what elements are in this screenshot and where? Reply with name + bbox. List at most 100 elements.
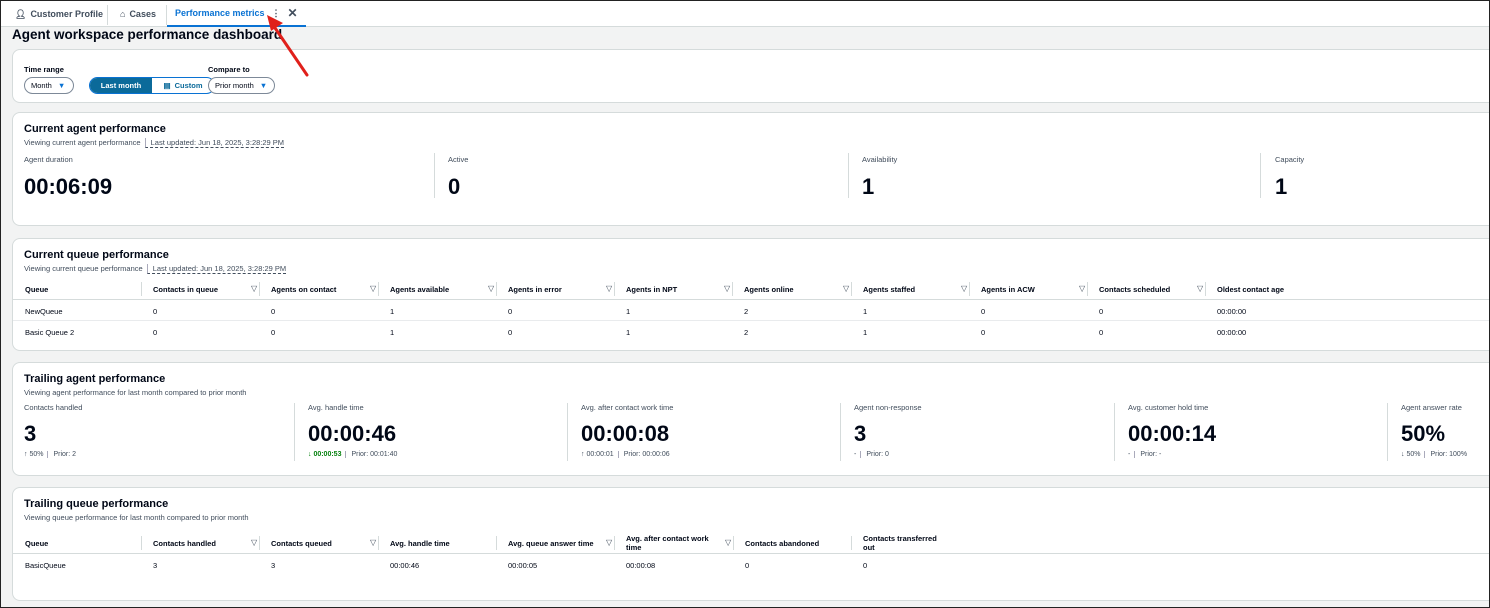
- trailing-metric: Avg. after contact work time 00:00:08 ↑ 00…: [581, 403, 673, 458]
- table-cell: NewQueue: [25, 307, 63, 316]
- filter-icon[interactable]: ▽: [251, 284, 258, 293]
- metric-value: 3: [854, 421, 867, 446]
- table-cell: 00:00:00: [1217, 307, 1247, 316]
- column-divider: [259, 282, 260, 296]
- close-icon[interactable]: ✕: [287, 6, 298, 20]
- column-header[interactable]: Agents in ACW: [981, 285, 1035, 294]
- compare-to-select[interactable]: Prior month ▼: [208, 77, 275, 94]
- section-subtitle: Viewing queue performance for last month…: [24, 513, 249, 522]
- change-indicator: ↑ 00:00:01: [581, 451, 614, 458]
- filter-icon[interactable]: ▽: [606, 284, 613, 293]
- filter-icon[interactable]: ▽: [961, 284, 968, 293]
- column-header[interactable]: Contacts abandoned: [745, 539, 820, 548]
- column-divider: [969, 282, 970, 296]
- metric-label: Avg. after contact work time: [581, 403, 674, 412]
- filter-icon[interactable]: ▽: [725, 538, 732, 547]
- filter-icon[interactable]: ▽: [251, 538, 258, 547]
- section-title: Trailing agent performance: [24, 373, 166, 385]
- time-range-label: Time range: [24, 65, 64, 74]
- prior-value: Prior: 0: [860, 451, 889, 458]
- metric-value: 00:00:14: [1128, 421, 1217, 446]
- column-header[interactable]: Contacts transferred out: [863, 534, 937, 552]
- column-divider: [141, 536, 142, 550]
- table-cell: 3: [271, 561, 276, 570]
- filter-icon[interactable]: ▽: [488, 284, 495, 293]
- tab-cases[interactable]: ⌂ Cases: [120, 1, 156, 27]
- current-queue-performance-card: Current queue performance Viewing curren…: [12, 238, 1489, 351]
- table-cell: 1: [390, 328, 395, 337]
- filter-icon[interactable]: ▽: [724, 284, 731, 293]
- column-header[interactable]: Contacts queued: [271, 539, 332, 548]
- section-subtitle: Viewing current queue performance Last up…: [24, 264, 287, 274]
- column-header[interactable]: Avg. queue answer time: [508, 539, 594, 548]
- filter-icon[interactable]: ▽: [606, 538, 613, 547]
- column-header[interactable]: Contacts scheduled: [1099, 285, 1171, 294]
- column-divider: [496, 282, 497, 296]
- metric-value: 50%: [1401, 421, 1446, 446]
- header-divider: [13, 299, 1489, 300]
- column-divider: [496, 536, 497, 550]
- column-header[interactable]: Agents available: [390, 285, 450, 294]
- table-cell: 2: [744, 328, 749, 337]
- user-icon: 👤︎: [15, 9, 27, 19]
- metric-label: Agent answer rate: [1401, 403, 1462, 412]
- column-header[interactable]: Queue: [25, 539, 49, 548]
- table-cell: 0: [745, 561, 750, 570]
- prior-value: Prior: 00:01:40: [345, 451, 398, 458]
- column-header[interactable]: Oldest contact age: [1217, 285, 1285, 294]
- caret-down-icon: ▼: [259, 81, 268, 90]
- table-cell: 0: [863, 561, 868, 570]
- filter-icon[interactable]: ▽: [1197, 284, 1204, 293]
- table-cell: 1: [390, 307, 395, 316]
- table-cell: 0: [508, 307, 513, 316]
- segment-last-month[interactable]: Last month: [90, 78, 152, 93]
- table-cell: 1: [626, 328, 631, 337]
- tab-customer-profile[interactable]: 👤︎ Customer Profile: [15, 1, 103, 27]
- column-header[interactable]: Agents in NPT: [626, 285, 678, 294]
- compare-to-label: Compare to: [208, 65, 250, 74]
- table-cell: 0: [153, 328, 158, 337]
- column-header[interactable]: Agents on contact: [271, 285, 337, 294]
- current-agent-performance-card: Current agent performance Viewing curren…: [12, 112, 1489, 226]
- table-cell: 0: [271, 328, 276, 337]
- column-divider: [378, 536, 379, 550]
- briefcase-icon: ⌂: [120, 9, 126, 19]
- metric-capacity: Capacity 1: [1275, 155, 1305, 199]
- column-header[interactable]: Avg. handle time: [390, 539, 450, 548]
- column-divider: [733, 536, 734, 550]
- trailing-metric: Avg. customer hold time 00:00:14 - Prior: -: [1128, 403, 1216, 458]
- column-header[interactable]: Agents in error: [508, 285, 562, 294]
- table-cell: 1: [863, 307, 868, 316]
- table-cell: 0: [981, 307, 986, 316]
- filter-icon[interactable]: ▽: [843, 284, 850, 293]
- tab-performance-metrics[interactable]: Performance metrics ⋮ ✕: [167, 1, 306, 27]
- filter-icon[interactable]: ▽: [1079, 284, 1086, 293]
- change-indicator: ↑ 50%: [24, 451, 44, 458]
- table-cell: 0: [271, 307, 276, 316]
- table-cell: BasicQueue: [25, 561, 66, 570]
- filter-icon[interactable]: ▽: [370, 538, 377, 547]
- metric-label: Avg. customer hold time: [1128, 403, 1209, 412]
- column-header[interactable]: Avg. after contact work time: [626, 534, 709, 552]
- filter-icon[interactable]: ▽: [370, 284, 377, 293]
- calendar-icon: ▤: [163, 81, 171, 90]
- column-header[interactable]: Agents online: [744, 285, 794, 294]
- metric-divider: [1387, 403, 1388, 461]
- table-cell: Basic Queue 2: [25, 328, 75, 337]
- time-range-select[interactable]: Month ▼: [24, 77, 74, 94]
- section-subtitle: Viewing current agent performance Last up…: [24, 138, 285, 148]
- more-options-icon[interactable]: ⋮: [271, 8, 281, 18]
- column-divider: [614, 282, 615, 296]
- column-header[interactable]: Contacts handled: [153, 539, 216, 548]
- column-divider: [259, 536, 260, 550]
- filters-card: Time range Month ▼ Last month ▤ Custom Com…: [12, 49, 1489, 103]
- column-header[interactable]: Contacts in queue: [153, 285, 219, 294]
- section-title: Current agent performance: [24, 123, 166, 135]
- column-header[interactable]: Queue: [25, 285, 49, 294]
- metric-comparison: - Prior: 0: [854, 451, 922, 458]
- column-header[interactable]: Agents staffed: [863, 285, 916, 294]
- segment-custom[interactable]: ▤ Custom: [163, 81, 203, 90]
- caret-down-icon: ▼: [57, 81, 66, 90]
- column-divider: [851, 282, 852, 296]
- prior-value: Prior: 2: [47, 451, 77, 458]
